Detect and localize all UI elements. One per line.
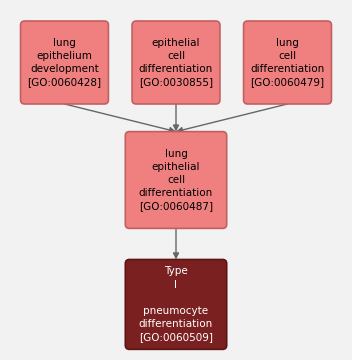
Text: Type
I

pneumocyte
differentiation
[GO:0060509]: Type I pneumocyte differentiation [GO:00… [139,266,213,342]
FancyBboxPatch shape [20,21,108,104]
FancyBboxPatch shape [132,21,220,104]
Text: epithelial
cell
differentiation
[GO:0030855]: epithelial cell differentiation [GO:0030… [139,38,213,87]
FancyBboxPatch shape [125,260,227,349]
Text: lung
epithelial
cell
differentiation
[GO:0060487]: lung epithelial cell differentiation [GO… [139,149,213,211]
Text: lung
epithelium
development
[GO:0060428]: lung epithelium development [GO:0060428] [27,38,101,87]
FancyBboxPatch shape [244,21,332,104]
FancyBboxPatch shape [125,132,227,228]
Text: lung
cell
differentiation
[GO:0060479]: lung cell differentiation [GO:0060479] [250,38,325,87]
